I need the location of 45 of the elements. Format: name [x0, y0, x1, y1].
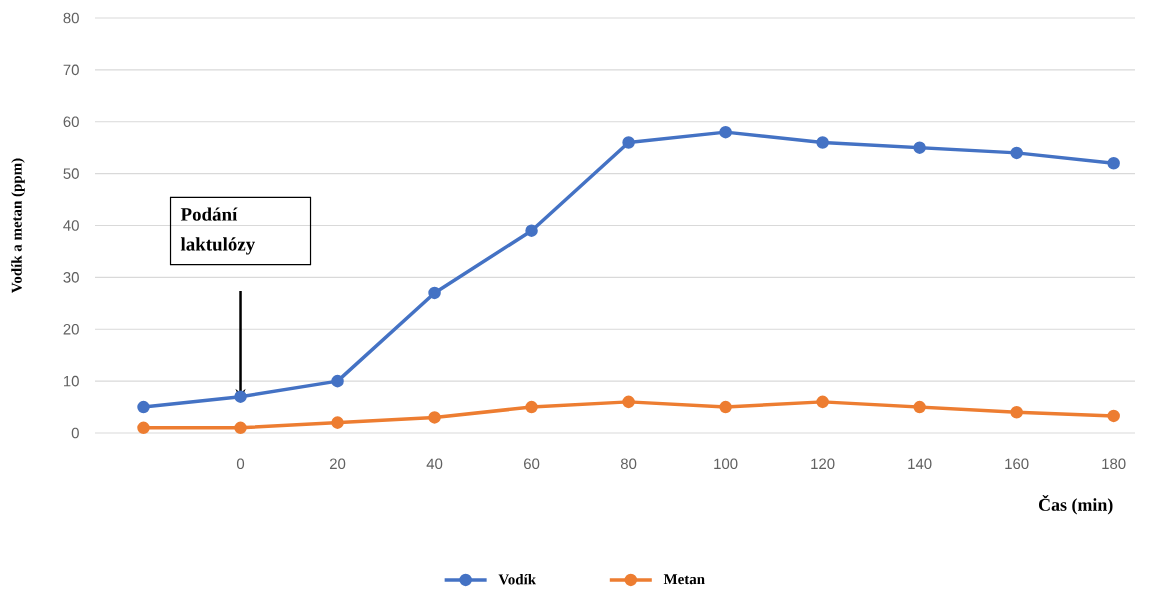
point — [331, 416, 344, 429]
point — [234, 421, 247, 435]
point — [137, 421, 150, 435]
x-axis-title: Čas (min) — [1038, 495, 1113, 515]
y-axis-title: Vodík a metan (ppm) — [11, 158, 25, 293]
y-tick-label: 60 — [63, 116, 79, 128]
point — [137, 400, 150, 414]
x-tick-label: 120 — [811, 458, 835, 470]
y-tick-label: 40 — [63, 220, 79, 231]
point — [428, 411, 441, 424]
y-tick-label: 0 — [71, 427, 79, 439]
x-tick-label: 60 — [524, 458, 540, 470]
x-tick-label: 0 — [236, 458, 245, 470]
x-tick-label: 160 — [1005, 458, 1029, 470]
point — [913, 141, 926, 154]
point — [816, 395, 829, 409]
x-tick-label: 40 — [426, 458, 443, 470]
point — [525, 400, 538, 414]
point — [1010, 406, 1023, 419]
legend-label: Metan — [663, 574, 705, 585]
point — [1107, 157, 1120, 170]
point — [913, 400, 926, 414]
x-tick-label: 80 — [620, 458, 637, 470]
y-tick-label: 30 — [63, 272, 79, 283]
point — [331, 374, 344, 388]
point — [719, 400, 732, 414]
point — [525, 224, 538, 237]
x-tick-label: 100 — [714, 458, 738, 470]
annotation: Podání laktulózy — [180, 207, 256, 255]
point — [816, 136, 829, 149]
y-tick-label: 20 — [63, 323, 79, 335]
y-tick-label: 50 — [63, 168, 79, 179]
point — [428, 286, 441, 300]
x-tick-label: 20 — [329, 458, 346, 470]
legend-label: Vodík — [498, 573, 537, 585]
point — [719, 125, 732, 139]
x-tick-label: 180 — [1102, 458, 1126, 470]
y-tick-label: 10 — [64, 375, 79, 387]
point — [1107, 409, 1120, 423]
point — [622, 395, 635, 409]
y-tick-label: 80 — [63, 12, 79, 24]
y-tick-label: 70 — [63, 64, 79, 76]
point — [1010, 146, 1023, 160]
point — [622, 136, 635, 149]
x-tick-label: 140 — [908, 458, 932, 470]
